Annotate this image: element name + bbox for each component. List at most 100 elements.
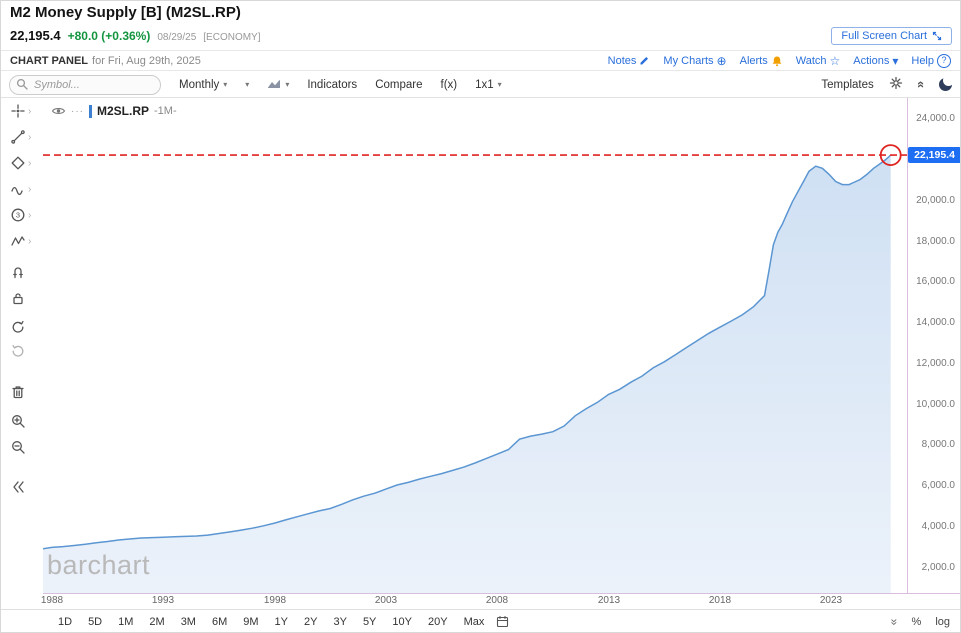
time-axis-border [43, 593, 960, 594]
indicators-button[interactable]: Indicators [307, 79, 357, 91]
percent-scale-button[interactable]: % [911, 615, 922, 628]
chart-panel-subheader: CHART PANEL for Fri, Aug 29th, 2025 Note… [1, 50, 960, 71]
delete-tool[interactable] [1, 379, 42, 405]
button-label: f(x) [440, 78, 458, 91]
templates-button[interactable]: Templates [821, 79, 873, 91]
collapse-sidebar-tool[interactable] [1, 474, 42, 500]
toolbar-buttons: Indicators Compare f(x) 1x1 ▾ [307, 79, 501, 91]
dark-mode-toggle[interactable] [939, 75, 954, 91]
barchart-watermark: barchart [47, 550, 151, 580]
header-link-watch[interactable]: Watch ☆ [796, 54, 841, 68]
last-price-tag: 22,195.4 [908, 147, 960, 163]
time-axis[interactable]: 1988 1993 1998 2003 2008 2013 2018 2023 [41, 595, 907, 609]
header-link-actions[interactable]: Actions ▾ [853, 54, 898, 68]
search-icon [16, 78, 28, 93]
shapes-tool[interactable]: › [1, 150, 42, 176]
double-chevron-down-icon: » [887, 618, 902, 625]
header-link-help[interactable]: Help? [911, 53, 951, 68]
collapse-panel-button[interactable]: « [914, 77, 929, 92]
quote-category: [ECONOMY] [203, 32, 261, 43]
button-label: 1x1 [475, 78, 494, 91]
lock-tool[interactable] [1, 285, 42, 311]
undo-tool[interactable] [1, 314, 42, 340]
chevron-down-icon: ▾ [245, 80, 250, 89]
moon-icon [939, 75, 954, 91]
waves-tool[interactable]: › [1, 176, 42, 202]
svg-text:3: 3 [16, 211, 20, 220]
range-max-button[interactable]: Max [463, 615, 485, 628]
plus-circle-icon: ⊕ [716, 53, 727, 68]
f-x--button[interactable]: f(x) [441, 79, 458, 91]
header-link-label: Notes [607, 54, 637, 67]
range-6m-button[interactable]: 6M [211, 615, 228, 628]
log-scale-button[interactable]: log [935, 615, 950, 628]
pencil-icon [639, 55, 650, 66]
range-1d-button[interactable]: 1D [58, 615, 73, 628]
range-2y-button[interactable]: 2Y [304, 615, 318, 628]
chevron-down-icon: ▾ [497, 80, 502, 89]
expand-axis-button[interactable]: » [887, 615, 901, 629]
lock-tool-icon [10, 290, 26, 306]
zoom-in-tool-icon [10, 413, 26, 429]
y-axis-label: 20,000.0 [916, 195, 955, 206]
bar-style-dropdown[interactable]: ▾ [245, 80, 249, 89]
range-3y-button[interactable]: 3Y [333, 615, 347, 628]
eye-icon[interactable] [51, 105, 66, 117]
chart-legend[interactable]: ··· M2SL.RP -1M- [51, 104, 177, 118]
double-chevron-up-icon: « [913, 80, 929, 89]
chart-plot-area[interactable] [42, 98, 907, 593]
full-screen-chart-button[interactable]: Full Screen Chart [831, 27, 952, 45]
range-1m-button[interactable]: 1M [118, 615, 134, 628]
last-price: 22,195.4 [10, 28, 61, 43]
symbol-search [9, 74, 161, 95]
header-link-label: Actions [853, 54, 890, 67]
range-20y-button[interactable]: 20Y [427, 615, 448, 628]
chart-type-dropdown[interactable]: ▾ [267, 77, 289, 92]
range-toolbar: 1D 5D 1M 2M 3M 6M 9M 1Y 2Y 3Y 5Y 10Y 20Y Max » % log [1, 609, 960, 632]
header-link-notes[interactable]: Notes [608, 55, 651, 67]
price-axis[interactable]: 24,000.0 20,000.0 18,000.0 16,000.0 14,000.0… [909, 98, 959, 593]
range-5y-button[interactable]: 5Y [362, 615, 377, 628]
range-2m-button[interactable]: 2M [149, 615, 165, 628]
panel-date: for Fri, Aug 29th, 2025 [92, 54, 201, 67]
symbol-search-input[interactable] [9, 74, 161, 95]
header-link-my-charts[interactable]: My Charts ⊕ [663, 54, 726, 68]
range-5d-button[interactable]: 5D [88, 615, 103, 628]
trendline-tool[interactable]: › [1, 124, 42, 150]
area-series-fill [43, 155, 891, 593]
custom-date-range-button[interactable] [496, 615, 509, 628]
range-3m-button[interactable]: 3M [180, 615, 196, 628]
collapse-sidebar-tool-icon [10, 479, 26, 495]
settings-button[interactable] [888, 75, 904, 94]
x-axis-label: 2008 [485, 595, 509, 606]
range-10y-button[interactable]: 10Y [392, 615, 412, 628]
header-link-label: My Charts [663, 54, 714, 67]
1x1-button[interactable]: 1x1 ▾ [475, 79, 502, 91]
header-link-alerts[interactable]: Alerts [740, 55, 783, 67]
zoom-in-tool[interactable] [1, 408, 42, 434]
redo-tool[interactable] [1, 340, 42, 366]
chevron-down-icon: ▾ [892, 53, 899, 68]
frequency-dropdown[interactable]: Monthly ▾ [179, 79, 227, 91]
panel-label: CHART PANEL [10, 54, 89, 67]
cursor-tool[interactable]: › [1, 98, 42, 124]
zoom-out-tool-icon [10, 439, 26, 455]
toolbar-right: Templates « [821, 75, 954, 94]
legend-menu-icon[interactable]: ··· [71, 105, 84, 117]
y-axis-label: 8,000.0 [921, 439, 955, 450]
range-1y-button[interactable]: 1Y [274, 615, 288, 628]
x-axis-label: 2013 [597, 595, 621, 606]
patterns-tool[interactable]: › [1, 228, 42, 254]
range-9m-button[interactable]: 9M [243, 615, 259, 628]
x-axis-label: 1988 [40, 595, 64, 606]
range-buttons: 1D 5D 1M 2M 3M 6M 9M 1Y 2Y 3Y 5Y 10Y 20Y Max [50, 616, 492, 628]
trendline-tool-icon [10, 129, 26, 145]
magnet-tool[interactable] [1, 259, 42, 285]
compare-button[interactable]: Compare [375, 79, 422, 91]
button-label: Compare [375, 78, 423, 91]
price-change: +80.0 (+0.36%) [67, 29, 151, 43]
zoom-out-tool[interactable] [1, 434, 42, 460]
elliott-wave-tool[interactable]: 3 › [1, 202, 42, 228]
line-series [42, 154, 892, 550]
